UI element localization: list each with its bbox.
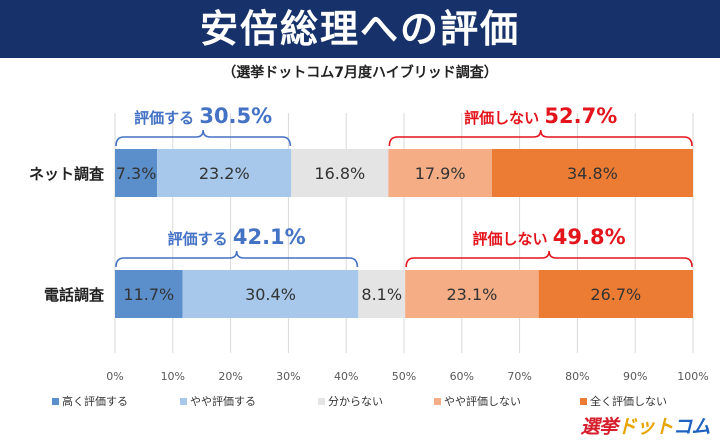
data-label: 30.4% [245, 285, 296, 304]
x-tick-label: 10% [161, 370, 185, 383]
legend-label: 全く評価しない [590, 394, 667, 408]
data-label: 26.7% [590, 285, 641, 304]
legend-label: やや評価する [190, 394, 256, 408]
chart-title: 安倍総理への評価 [199, 7, 520, 51]
data-label: 11.7% [123, 285, 174, 304]
bar-segment [538, 270, 693, 318]
brace-label: 評価する 30.5% [134, 104, 272, 128]
senkyo-dotcom-logo: 選挙ドットコム [580, 416, 710, 438]
x-tick-label: 30% [276, 370, 300, 383]
brace-label: 評価しない 49.8% [473, 225, 626, 249]
legend-swatch [52, 398, 59, 405]
legend-label: 高く評価する [62, 394, 128, 408]
brace-label: 評価しない 52.7% [464, 104, 617, 128]
x-tick-label: 70% [507, 370, 531, 383]
category-label: 電話調査 [44, 286, 105, 304]
data-label: 17.9% [415, 164, 466, 183]
x-tick-label: 20% [218, 370, 242, 383]
data-label: 23.1% [447, 285, 498, 304]
bar-segment [115, 270, 183, 318]
legend-swatch [180, 398, 187, 405]
x-tick-label: 40% [334, 370, 358, 383]
bar-segment [358, 270, 406, 318]
bar-segment [388, 149, 492, 197]
brace-label: 評価する 42.1% [168, 225, 306, 249]
chart-subtitle: （選挙ドットコム7月度ハイブリッド調査） [222, 65, 498, 81]
bar-segment [405, 270, 539, 318]
x-tick-label: 100% [677, 370, 708, 383]
legend-swatch [318, 398, 325, 405]
data-label: 16.8% [314, 164, 365, 183]
x-tick-label: 90% [623, 370, 647, 383]
category-label: ネット調査 [29, 165, 105, 183]
x-tick-label: 80% [565, 370, 589, 383]
bar-segment [157, 149, 292, 197]
x-tick-label: 60% [450, 370, 474, 383]
brace-bracket [115, 129, 292, 147]
legend-label: 分からない [328, 395, 383, 408]
bar-segment [291, 149, 389, 197]
title-banner: 安倍総理への評価 [0, 0, 720, 58]
data-label: 23.2% [199, 164, 250, 183]
bar-segment [182, 270, 359, 318]
legend-swatch [580, 398, 587, 405]
x-tick-label: 0% [106, 370, 123, 383]
legend-swatch [434, 398, 441, 405]
brace-bracket [115, 250, 359, 268]
data-label: 34.8% [567, 164, 618, 183]
data-label: 7.3% [116, 164, 157, 183]
bar-segment [491, 149, 693, 197]
bar-segment [115, 149, 158, 197]
x-tick-label: 50% [392, 370, 416, 383]
brace-bracket [405, 250, 693, 268]
brace-bracket [388, 129, 693, 147]
legend-label: やや評価しない [444, 394, 521, 408]
data-label: 8.1% [361, 285, 402, 304]
